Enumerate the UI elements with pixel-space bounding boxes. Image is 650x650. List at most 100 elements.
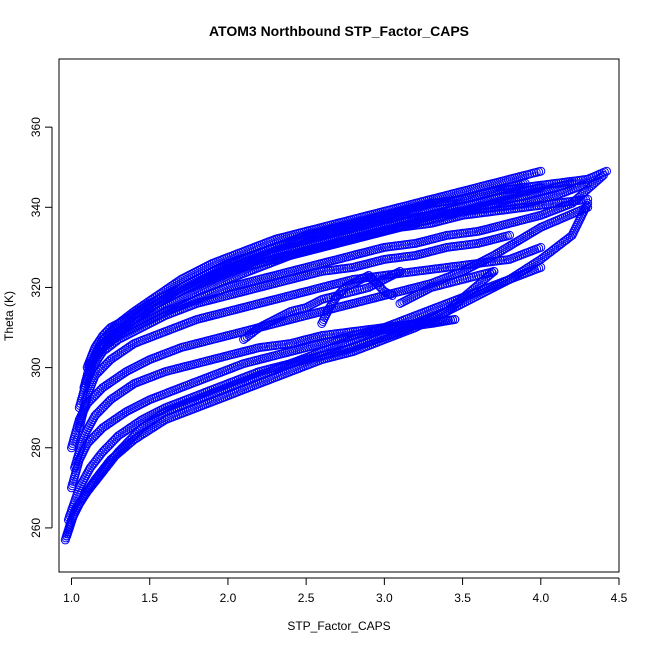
- data-point: [99, 445, 109, 455]
- data-point: [101, 339, 111, 349]
- data-point: [98, 403, 108, 413]
- series-7: [74, 242, 546, 433]
- data-point: [487, 268, 497, 278]
- data-point: [101, 400, 111, 409]
- x-tick-label: 4.0: [532, 591, 549, 605]
- y-tick-label: 340: [29, 197, 43, 217]
- x-axis: 1.0 1.5 2.0 2.5 3.0 3.5 4.0 4.5: [63, 577, 628, 605]
- data-point: [322, 309, 332, 318]
- data-point: [284, 308, 294, 317]
- data-point: [96, 449, 106, 458]
- data-point: [362, 271, 372, 281]
- data-point: [489, 266, 499, 276]
- y-axis: 260 280 300 320 340 360: [29, 117, 53, 538]
- data-points: [60, 166, 611, 545]
- data-point: [95, 406, 105, 416]
- data-point: [520, 178, 530, 188]
- data-point: [93, 408, 103, 417]
- data-point: [109, 436, 119, 445]
- data-point: [375, 282, 385, 292]
- data-point: [104, 440, 114, 450]
- data-point: [450, 315, 460, 324]
- x-tick-label: 3.0: [376, 591, 393, 605]
- data-point: [99, 401, 109, 411]
- data-point: [93, 428, 103, 437]
- data-point: [332, 291, 342, 300]
- data-point: [103, 338, 112, 348]
- data-point: [536, 242, 546, 252]
- data-point: [315, 296, 325, 305]
- data-point: [536, 166, 546, 176]
- data-point: [90, 351, 100, 361]
- data-point: [387, 291, 397, 300]
- data-point: [602, 166, 611, 176]
- y-tick-label: 280: [29, 437, 43, 457]
- x-tick-label: 2.5: [298, 591, 315, 605]
- data-point: [395, 266, 405, 276]
- data-point: [101, 444, 111, 454]
- data-point: [104, 457, 114, 466]
- x-tick-label: 3.5: [454, 591, 471, 605]
- data-point: [368, 275, 378, 285]
- data-point: [87, 434, 97, 444]
- data-point: [143, 396, 153, 406]
- data-point: [583, 178, 593, 188]
- data-point: [98, 343, 108, 353]
- data-point: [143, 356, 153, 366]
- y-tick-label: 320: [29, 277, 43, 297]
- data-point: [317, 319, 327, 328]
- y-axis-label: Theta (K): [2, 291, 16, 341]
- data-point: [567, 230, 577, 240]
- data-point: [424, 283, 434, 293]
- data-point: [96, 404, 106, 414]
- x-tick-label: 1.0: [63, 591, 80, 605]
- data-point: [93, 387, 103, 397]
- data-point: [364, 270, 374, 280]
- chart-title: ATOM3 Northbound STP_Factor_CAPS: [209, 23, 469, 39]
- data-point: [583, 194, 593, 204]
- data-point: [365, 272, 375, 282]
- data-point: [92, 409, 101, 419]
- x-tick-label: 4.5: [611, 591, 628, 605]
- data-point: [334, 289, 344, 299]
- data-point: [571, 222, 581, 232]
- series-19: [395, 266, 499, 308]
- data-point: [92, 389, 101, 399]
- series-5: [70, 315, 460, 473]
- x-tick-label: 2.0: [220, 591, 237, 605]
- data-point: [107, 437, 117, 447]
- series-18: [317, 270, 397, 328]
- data-point: [99, 361, 109, 371]
- data-point: [536, 182, 546, 192]
- data-point: [103, 442, 112, 452]
- data-point: [336, 287, 346, 297]
- y-tick-label: 300: [29, 357, 43, 377]
- data-point: [92, 429, 101, 439]
- data-point: [103, 398, 112, 408]
- data-point: [88, 432, 98, 442]
- x-tick-label: 1.5: [141, 591, 158, 605]
- data-point: [370, 277, 380, 287]
- data-point: [98, 363, 108, 373]
- series-4: [67, 315, 460, 493]
- series-6: [67, 202, 593, 453]
- x-axis-label: STP_Factor_CAPS: [287, 619, 390, 633]
- data-point: [393, 267, 403, 277]
- data-point: [90, 431, 100, 441]
- data-point: [367, 274, 377, 284]
- data-point: [98, 447, 108, 457]
- y-tick-label: 360: [29, 117, 43, 137]
- data-point: [505, 230, 514, 240]
- data-point: [372, 278, 381, 288]
- data-point: [99, 341, 109, 351]
- data-point: [221, 259, 231, 269]
- plot-frame: [58, 58, 620, 573]
- series-16: [129, 178, 530, 324]
- data-point: [158, 404, 168, 414]
- data-point: [106, 439, 116, 449]
- data-point: [373, 280, 383, 290]
- y-tick-label: 260: [29, 518, 43, 538]
- data-point: [567, 178, 577, 188]
- data-point: [90, 411, 100, 421]
